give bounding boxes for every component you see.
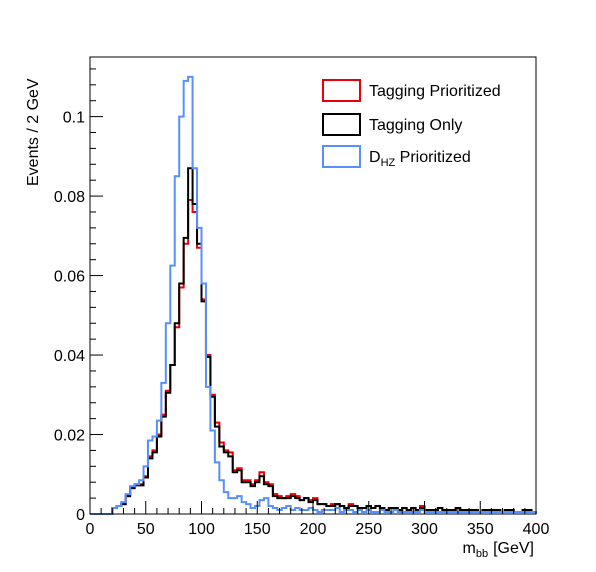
x-tick-label: 300 bbox=[411, 521, 438, 538]
x-tick-label: 150 bbox=[244, 521, 271, 538]
legend: Tagging Prioritized Tagging Only DHZ Prior… bbox=[322, 79, 501, 169]
legend-swatch-0 bbox=[322, 79, 361, 102]
legend-label-main: Tagging Prioritized bbox=[369, 83, 501, 100]
x-tick-label: 0 bbox=[86, 521, 95, 538]
y-tick-label: 0.1 bbox=[63, 110, 85, 127]
legend-swatch-1 bbox=[322, 113, 361, 136]
x-tick-label: 200 bbox=[300, 521, 327, 538]
x-axis-title: mbb [GeV] bbox=[463, 540, 534, 560]
legend-label-rest: Prioritized bbox=[395, 149, 471, 166]
y-tick-label: 0 bbox=[76, 507, 85, 524]
legend-label-main: Tagging Only bbox=[369, 117, 462, 134]
legend-label-sub: HZ bbox=[381, 157, 396, 169]
series-line-1 bbox=[90, 167, 537, 515]
y-tick-label: 0.04 bbox=[54, 348, 85, 365]
series-line-0 bbox=[90, 199, 537, 515]
x-tick-label: 100 bbox=[188, 521, 215, 538]
legend-label-1: Tagging Only bbox=[369, 117, 462, 134]
x-axis-title-sub: bb bbox=[476, 548, 488, 560]
axis-layer: 0 50 100 150 200 250 300 350 400 0 0.02 0.04 0.06 0.0… bbox=[54, 68, 550, 538]
x-tick-label: 250 bbox=[355, 521, 382, 538]
y-axis-title: Events / 2 GeV bbox=[25, 78, 42, 186]
x-axis-title-main: m bbox=[463, 540, 476, 557]
y-tick-label: 0.08 bbox=[54, 189, 85, 206]
legend-label-main: D bbox=[369, 149, 381, 166]
x-tick-label: 50 bbox=[137, 521, 155, 538]
x-axis-title-unit: [GeV] bbox=[493, 540, 534, 557]
x-tick-label: 400 bbox=[523, 521, 550, 538]
series-layer bbox=[90, 75, 537, 515]
x-tick-label: 350 bbox=[467, 521, 494, 538]
y-tick-label: 0.02 bbox=[54, 428, 85, 445]
legend-swatch-2 bbox=[322, 145, 361, 168]
y-tick-label: 0.06 bbox=[54, 269, 85, 286]
legend-label-0: Tagging Prioritized bbox=[369, 83, 501, 100]
legend-label-2: DHZ Prioritized bbox=[369, 149, 471, 169]
